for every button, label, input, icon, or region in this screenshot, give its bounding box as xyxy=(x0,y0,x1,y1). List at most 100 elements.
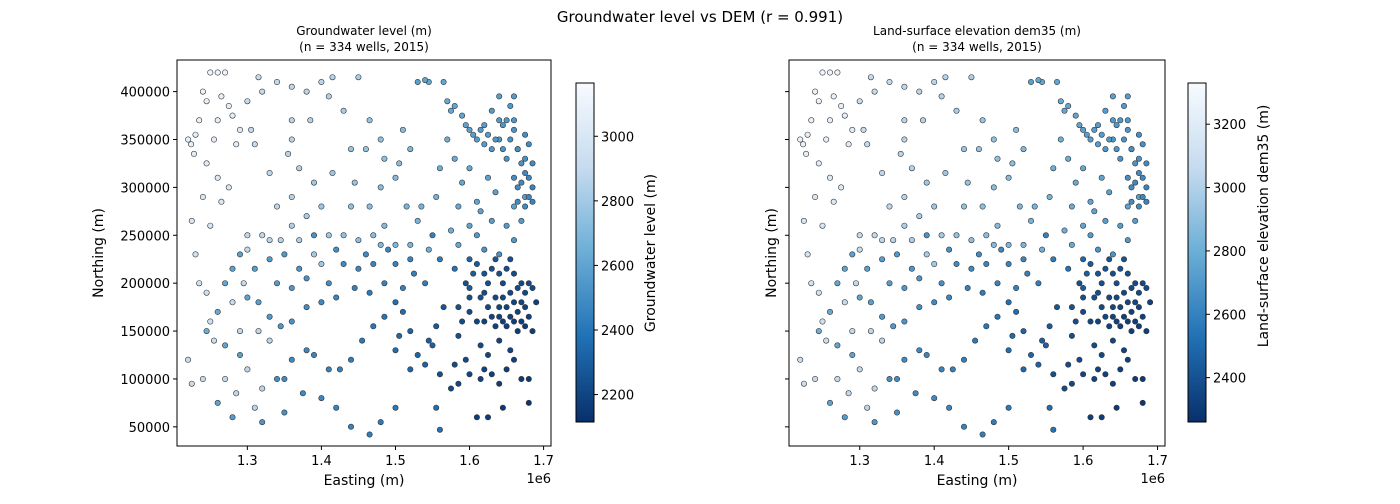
well-point xyxy=(496,117,503,124)
well-point xyxy=(488,371,495,378)
well-point xyxy=(804,251,811,258)
well-point xyxy=(255,299,262,306)
well-point xyxy=(864,141,871,148)
well-point xyxy=(1061,227,1068,234)
well-point xyxy=(1102,146,1109,153)
well-point xyxy=(1113,318,1120,325)
well-point xyxy=(436,426,443,433)
well-point xyxy=(240,280,247,287)
colorbar-fill xyxy=(1188,83,1206,422)
well-point xyxy=(1050,426,1057,433)
well-point xyxy=(1113,280,1120,287)
well-point xyxy=(503,265,510,272)
well-point xyxy=(1054,304,1061,311)
panel-title: Groundwater level (m) xyxy=(296,24,432,38)
well-point xyxy=(529,198,536,205)
x-tick-label: 1.3 xyxy=(849,454,870,469)
well-point xyxy=(975,251,982,258)
y-tick-label: 300000 xyxy=(120,181,170,196)
well-point xyxy=(800,141,807,148)
well-point xyxy=(422,361,429,368)
well-point xyxy=(370,260,377,267)
well-point xyxy=(244,98,251,105)
well-point xyxy=(340,107,347,114)
well-point xyxy=(901,318,908,325)
well-point xyxy=(525,280,532,287)
well-point xyxy=(514,146,521,153)
well-point xyxy=(1098,414,1105,421)
well-point xyxy=(466,165,473,172)
well-point xyxy=(396,160,403,167)
well-point xyxy=(1132,160,1139,167)
well-point xyxy=(214,69,221,76)
well-point xyxy=(499,122,506,129)
well-point xyxy=(968,74,975,81)
well-point xyxy=(510,318,517,325)
panel-dem: Land-surface elevation dem35 (m) (n = 33… xyxy=(764,24,1272,489)
well-point xyxy=(470,131,477,138)
well-point xyxy=(473,414,480,421)
colorbar-tick-label: 3000 xyxy=(1213,182,1246,197)
well-point xyxy=(510,203,517,210)
well-point xyxy=(983,323,990,330)
well-point xyxy=(901,284,908,291)
colorbar-ticks: 2200 2400 2600 2800 3000 xyxy=(594,130,634,404)
well-point xyxy=(1109,380,1116,387)
well-point xyxy=(871,232,878,239)
well-point xyxy=(237,126,244,133)
y-tick-label: 50000 xyxy=(129,421,170,436)
y-tick-label: 100000 xyxy=(120,373,170,388)
well-point xyxy=(901,356,908,363)
colorbar-tick-label: 2400 xyxy=(601,324,634,339)
well-point xyxy=(466,126,473,133)
well-point xyxy=(953,260,960,267)
well-point xyxy=(838,103,845,110)
well-point xyxy=(351,284,358,291)
well-point xyxy=(1128,184,1135,191)
well-point xyxy=(510,237,517,244)
x-offset-label: 1e6 xyxy=(1140,472,1165,487)
well-point xyxy=(1076,356,1083,363)
well-point xyxy=(188,141,195,148)
well-point xyxy=(1068,203,1075,210)
well-point xyxy=(418,203,425,210)
well-point xyxy=(310,232,317,239)
well-point xyxy=(1098,174,1105,181)
well-point xyxy=(488,313,495,320)
well-point xyxy=(407,241,414,248)
well-point xyxy=(244,366,251,373)
well-point xyxy=(529,284,536,291)
well-point xyxy=(1139,174,1146,181)
well-point xyxy=(333,404,340,411)
well-point xyxy=(964,179,971,186)
well-point xyxy=(514,308,521,315)
well-point xyxy=(1013,284,1020,291)
well-point xyxy=(1072,318,1079,325)
well-point xyxy=(1016,203,1023,210)
well-point xyxy=(1139,280,1146,287)
well-point xyxy=(819,222,826,229)
well-point xyxy=(800,217,807,224)
well-point xyxy=(496,93,503,100)
well-point xyxy=(1135,304,1142,311)
well-point xyxy=(1106,256,1113,263)
well-point xyxy=(1050,165,1057,172)
well-point xyxy=(229,112,236,119)
well-point xyxy=(879,313,886,320)
well-point xyxy=(199,88,206,95)
well-point xyxy=(277,323,284,330)
well-point xyxy=(1009,332,1016,339)
well-point xyxy=(455,332,462,339)
well-point xyxy=(815,289,822,296)
well-point xyxy=(1124,356,1131,363)
well-point xyxy=(1124,117,1131,124)
well-point xyxy=(1057,136,1064,143)
well-point xyxy=(325,232,332,239)
well-point xyxy=(488,217,495,224)
well-point xyxy=(266,337,273,344)
well-point xyxy=(834,375,841,382)
well-point xyxy=(273,280,280,287)
well-point xyxy=(1135,131,1142,138)
well-point xyxy=(525,141,532,148)
colorbar: 2400 2600 2800 3000 3200 Land-surface elevat… xyxy=(1187,82,1272,423)
